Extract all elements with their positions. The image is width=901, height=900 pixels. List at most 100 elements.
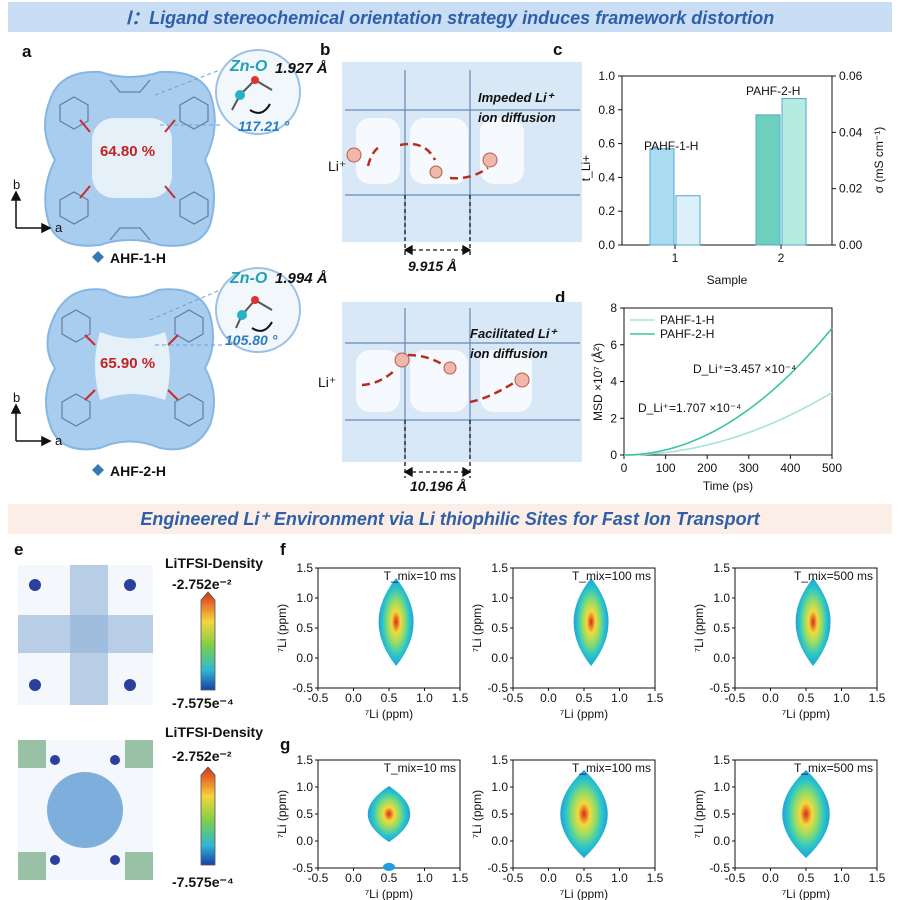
ytick-right-label: 0.02 xyxy=(839,182,863,196)
xtick-label: 300 xyxy=(739,461,759,475)
note-b-bottom-2: ion diffusion xyxy=(470,346,548,361)
series-line-PAHF-2-H xyxy=(623,327,833,456)
xtick-label: 1.0 xyxy=(833,871,850,885)
xtick-label: -0.5 xyxy=(503,871,524,885)
ytick-label: 1.5 xyxy=(296,561,313,575)
xtick-label: -0.5 xyxy=(725,871,746,885)
ytick-label: 0.5 xyxy=(296,807,313,821)
note-b-bottom-1: Facilitated Li⁺ xyxy=(470,326,557,341)
y-axis-title: ⁷Li (ppm) xyxy=(692,604,706,652)
annotation-2: D_Li⁺=1.707 ×10⁻⁴ xyxy=(638,401,741,415)
nmr-contour xyxy=(378,578,414,666)
framework-name-1: AHF-1-H xyxy=(110,250,166,266)
x-axis-title: Sample xyxy=(707,273,748,287)
bar-sigma xyxy=(675,195,701,246)
ytick-label: 1.0 xyxy=(491,591,508,605)
xtick-label: -0.5 xyxy=(503,691,524,705)
xtick-label: 100 xyxy=(656,461,676,475)
ytick-label: 0.5 xyxy=(296,621,313,635)
bond-length-1: 1.927 Å xyxy=(275,60,328,77)
ytick-label: 8 xyxy=(610,301,617,315)
porosity-2: 65.90 % xyxy=(100,355,156,372)
y-axis-title: ⁷Li (ppm) xyxy=(470,790,484,838)
ytick-label: -0.5 xyxy=(709,681,730,695)
xtick-label: 1.0 xyxy=(416,691,433,705)
ytick-label: 0.0 xyxy=(296,651,313,665)
ytick-label: 1.0 xyxy=(296,780,313,794)
ytick-right-label: 0.00 xyxy=(839,238,863,252)
ytick-label: 0.0 xyxy=(491,834,508,848)
xtick-label: -0.5 xyxy=(308,871,329,885)
x-axis-title: Time (ps) xyxy=(703,479,753,493)
xtick-label: -0.5 xyxy=(308,691,329,705)
plot-frame xyxy=(621,75,833,246)
bar-tli xyxy=(755,114,781,246)
xtick-label: 500 xyxy=(822,461,842,475)
note-b-top-1: Impeded Li⁺ xyxy=(478,90,554,105)
xtick-label: 0.5 xyxy=(798,691,815,705)
x-axis-title: ⁷Li (ppm) xyxy=(365,707,413,721)
ytick-label: 1.0 xyxy=(491,780,508,794)
framework-2-blob xyxy=(45,288,215,451)
xtick-label: 0.0 xyxy=(762,871,779,885)
panel-d-label: d xyxy=(555,288,566,307)
x-axis-title: ⁷Li (ppm) xyxy=(782,707,830,721)
distance-top: 9.915 Å xyxy=(408,258,458,274)
ytick-label: 6 xyxy=(610,338,617,352)
section-2-banner: Engineered Li⁺ Environment via Li thioph… xyxy=(8,504,892,534)
distance-bottom: 10.196 Å xyxy=(410,478,467,494)
ytick-label: 1.5 xyxy=(491,561,508,575)
ytick-label: 0.5 xyxy=(491,621,508,635)
axis-a-2: a xyxy=(55,433,63,448)
nmr-contour xyxy=(367,786,411,842)
xtick-label: 1.5 xyxy=(452,871,469,885)
framework-1-blob xyxy=(44,70,216,247)
ytick-label: 4 xyxy=(610,375,617,389)
xtick-label: 1.0 xyxy=(416,871,433,885)
section-1-banner: Ⅰ：Ligand stereochemical orientation stra… xyxy=(8,2,892,32)
xtick-label: 1.5 xyxy=(647,691,664,705)
li-ion-label-bottom: Li⁺ xyxy=(318,374,337,390)
xtick-label: 1.0 xyxy=(611,691,628,705)
axis-a-1: a xyxy=(55,220,63,235)
panel-a-label: a xyxy=(22,42,32,61)
ytick-label: 0.5 xyxy=(713,807,730,821)
xtick-label: 0.0 xyxy=(540,691,557,705)
x-axis-title: ⁷Li (ppm) xyxy=(560,887,608,900)
series-line-PAHF-1-H xyxy=(624,391,833,456)
ytick-label: 0.0 xyxy=(713,834,730,848)
li-ion-label-top: Li⁺ xyxy=(328,158,347,174)
xtick-label: 400 xyxy=(780,461,800,475)
ytick-label: 0.5 xyxy=(491,807,508,821)
y-axis-title: MSD ×10⁷ (Å²) xyxy=(590,343,605,421)
ytick-label: -0.5 xyxy=(292,861,313,875)
xtick-label: 0.5 xyxy=(576,691,593,705)
ytick-right-label: 0.06 xyxy=(839,69,863,83)
xtick-label: 0.5 xyxy=(576,871,593,885)
bond-length-2: 1.994 Å xyxy=(275,270,328,287)
nmr-contour xyxy=(782,770,830,858)
bar-sigma xyxy=(781,98,807,246)
tmix-label: T_mix=100 ms xyxy=(572,761,651,775)
note-b-top-2: ion diffusion xyxy=(478,110,556,125)
bar-label-1: PAHF-1-H xyxy=(644,139,698,153)
ytick-label: 1.0 xyxy=(598,69,615,83)
colorbar-1 xyxy=(200,591,216,691)
ytick-label: 1.0 xyxy=(296,591,313,605)
axis-b-1: b xyxy=(13,177,21,192)
y-axis-title: ⁷Li (ppm) xyxy=(275,790,289,838)
ytick-label: 0.2 xyxy=(598,204,615,218)
ytick-label: 0.0 xyxy=(598,238,615,252)
density-max-1: -2.752e⁻² xyxy=(172,576,232,592)
bar-tli xyxy=(649,148,675,246)
ytick-label: 0.0 xyxy=(713,651,730,665)
xtick-label: 2 xyxy=(778,251,785,265)
ytick-label: -0.5 xyxy=(487,681,508,695)
ytick-label: 1.0 xyxy=(713,780,730,794)
ytick-label: -0.5 xyxy=(709,861,730,875)
